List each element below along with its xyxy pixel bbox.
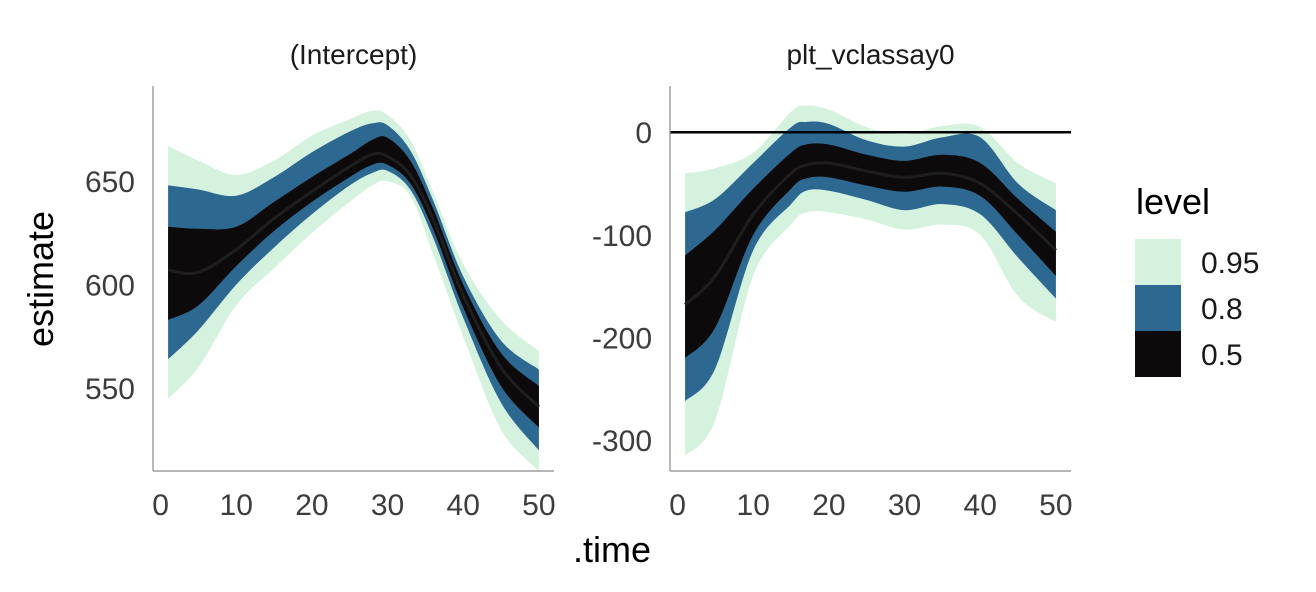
x-tick-label: 30 [371, 489, 404, 522]
x-tick-label: 0 [669, 489, 686, 522]
x-tick-label: 50 [1039, 489, 1072, 522]
panel-plt-vclassay0: plt_vclassay0 0 10 20 30 40 50 -300 -200 -100 0 [592, 39, 1073, 522]
y-tick-label: 550 [85, 373, 135, 406]
legend: level 0.95 0.8 0.5 [1135, 181, 1259, 377]
legend-label: 0.5 [1201, 339, 1243, 372]
x-tick-label: 10 [737, 489, 770, 522]
y-tick-label: 600 [85, 270, 135, 303]
legend-key-0_5 [1135, 331, 1181, 377]
x-tick-label: 30 [888, 489, 921, 522]
x-tick-label: 0 [152, 489, 169, 522]
x-tick-label: 20 [812, 489, 845, 522]
y-tick-label: -300 [592, 425, 652, 458]
legend-title: level [1136, 181, 1210, 222]
x-tick-label: 50 [522, 489, 555, 522]
panel-intercept: (Intercept) 0 10 20 30 40 50 550 600 650 [85, 39, 556, 522]
facet-title: plt_vclassay0 [786, 39, 954, 70]
ribbon-0_8 [168, 122, 539, 451]
ribbon-0_5 [685, 143, 1056, 359]
x-tick-label: 40 [964, 489, 997, 522]
y-tick-label: -200 [592, 323, 652, 356]
y-tick-label: 0 [635, 117, 652, 150]
median-line [684, 161, 1057, 306]
x-tick-label: 20 [295, 489, 328, 522]
y-tick-label: -100 [592, 220, 652, 253]
y-axis-title: estimate [20, 211, 61, 347]
legend-label: 0.8 [1201, 293, 1243, 326]
x-tick-label: 40 [447, 489, 480, 522]
x-axis-title: .time [573, 529, 651, 570]
legend-key-0_8 [1135, 285, 1181, 331]
legend-key-0_95 [1135, 239, 1181, 285]
y-tick-label: 650 [85, 166, 135, 199]
facet-title: (Intercept) [290, 39, 418, 70]
legend-label: 0.95 [1201, 247, 1259, 280]
x-tick-label: 10 [220, 489, 253, 522]
median-line [167, 151, 540, 408]
